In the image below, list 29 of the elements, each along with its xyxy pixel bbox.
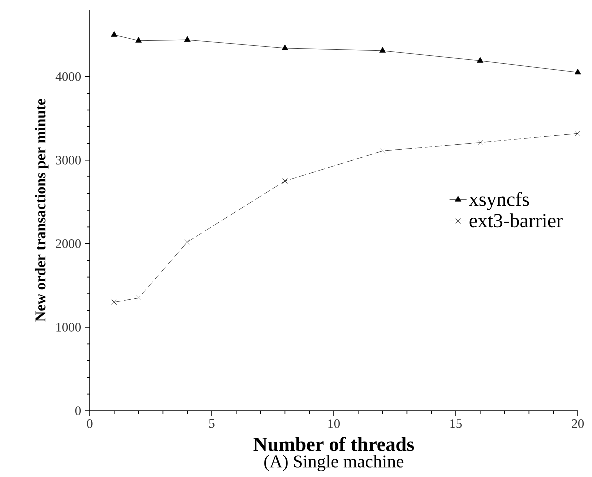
point (184, 36, 191, 42)
x-tick-label: 20 (572, 420, 584, 428)
point (380, 148, 386, 154)
y-tick-label: 3000 (56, 156, 82, 165)
x-tick-label: 0 (87, 420, 93, 428)
x-tick-label: 15 (450, 420, 462, 428)
legend-label: xsyncfs (469, 192, 530, 210)
point (575, 130, 581, 136)
point (136, 296, 142, 301)
point (112, 300, 118, 306)
legend-label: ext3-barrier (470, 214, 563, 228)
y-tick-label: 2000 (56, 240, 82, 248)
point (184, 240, 190, 245)
point (380, 47, 386, 53)
point (282, 178, 288, 184)
y-axis-title: New order transactions per minute (35, 99, 49, 322)
point (282, 44, 288, 50)
point (111, 31, 118, 37)
point (136, 37, 142, 43)
point (477, 57, 484, 63)
text: (A) Single machine (264, 455, 404, 472)
point (574, 68, 582, 75)
point (478, 140, 484, 146)
y-tick-label: 1000 (56, 323, 82, 332)
x-tick-label: 5 (210, 420, 215, 428)
x-tick-label: 10 (328, 420, 340, 428)
y-tick-label: 4000 (56, 72, 82, 82)
y-tick-label: 0 (76, 406, 82, 416)
x-axis-title: Number of threads (254, 437, 414, 452)
